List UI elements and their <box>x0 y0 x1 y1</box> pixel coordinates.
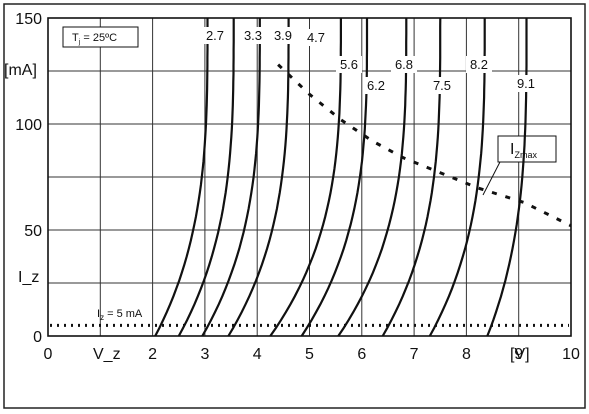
curve-label-bg <box>363 77 389 94</box>
curve-label-8.2: 8.2 <box>470 57 488 72</box>
curve-label-6.8: 6.8 <box>395 57 413 72</box>
x-tick-label: 6 <box>357 346 366 363</box>
curve-label-6.2: 6.2 <box>367 78 385 93</box>
x-axis-label-main: V_z <box>93 346 121 363</box>
curve-label-2.7: 2.7 <box>206 28 224 43</box>
condition-text: Tj = 25ºC <box>72 32 117 46</box>
x-tick-label: 9 <box>514 346 523 363</box>
zener-curve-7.5 <box>381 17 442 337</box>
x-tick-label: 10 <box>562 346 580 363</box>
zener-curve-6.2 <box>300 18 369 337</box>
zener-curve-3.9 <box>201 18 261 337</box>
zener-curve-2.7 <box>154 18 209 337</box>
reference-label-main: I <box>97 308 100 320</box>
reference-label-sub: z <box>100 313 104 322</box>
izmax-label-main: I <box>510 141 514 158</box>
curve-label-bg <box>270 27 296 44</box>
zener-curve-9.1 <box>486 18 528 337</box>
y-unit-label: [mA] <box>4 62 37 79</box>
x-tick-label: 8 <box>462 346 471 363</box>
curve-label-3.9: 3.9 <box>274 28 292 43</box>
y-axis-label-main: I_z <box>18 269 39 286</box>
curve-label-bg <box>391 56 417 73</box>
x-unit-label: [V] <box>510 346 530 363</box>
curve-label-bg <box>336 56 362 73</box>
curve-labels: 2.7 3.3 3.9 4.7 5.6 6.2 6.8 7.5 8.2 9.1 <box>202 27 539 94</box>
curve-label-bg <box>240 27 266 44</box>
reference-label-rest: = 5 mA <box>104 308 143 320</box>
condition-main: T <box>72 32 79 44</box>
x-tick-label: 3 <box>200 346 209 363</box>
curve-label-5.6: 5.6 <box>340 57 358 72</box>
x-tick-label: 7 <box>410 346 419 363</box>
x-tick-label: 0 <box>44 346 53 363</box>
y-tick-label: 0 <box>33 329 42 346</box>
condition-rest: = 25ºC <box>80 32 117 44</box>
curve-label-7.5: 7.5 <box>433 78 451 93</box>
izmax-label-sub: Zmax <box>514 150 537 160</box>
curve-label-bg <box>429 77 455 94</box>
curve-label-9.1: 9.1 <box>517 76 535 91</box>
y-tick-labels: 0 50 100 150 <box>15 11 42 346</box>
zener-curve-3.3 <box>177 18 235 337</box>
y-tick-label: 150 <box>15 11 42 28</box>
izmax-label: IZmax <box>510 141 537 160</box>
y-tick-label: 50 <box>24 223 42 240</box>
izmax-curve <box>277 63 572 228</box>
x-axis-label: V_z <box>93 346 121 363</box>
y-tick-label: 100 <box>15 117 42 134</box>
izmax-label-box <box>497 135 557 163</box>
curve-label-3.3: 3.3 <box>244 28 262 43</box>
x-tick-label: 2 <box>148 346 157 363</box>
curve-label-4.7: 4.7 <box>307 30 325 45</box>
curve-label-bg <box>466 56 492 73</box>
y-axis-label: I_z <box>18 269 39 286</box>
x-tick-labels: 0 2 3 4 5 6 7 8 9 10 <box>44 346 580 363</box>
curve-label-bg <box>513 75 539 92</box>
zener-curve-4.7 <box>227 18 290 337</box>
figure-border <box>3 3 586 409</box>
plot-area <box>47 17 572 337</box>
condition-box <box>62 26 139 48</box>
izmax-callout-line <box>482 159 502 196</box>
condition-sub: j <box>78 39 81 46</box>
curve-label-bg <box>303 29 329 46</box>
reference-line-label: Iz = 5 mA <box>97 308 143 322</box>
x-tick-label: 5 <box>305 346 314 363</box>
curve-label-bg <box>202 27 228 44</box>
x-tick-label: 4 <box>253 346 262 363</box>
